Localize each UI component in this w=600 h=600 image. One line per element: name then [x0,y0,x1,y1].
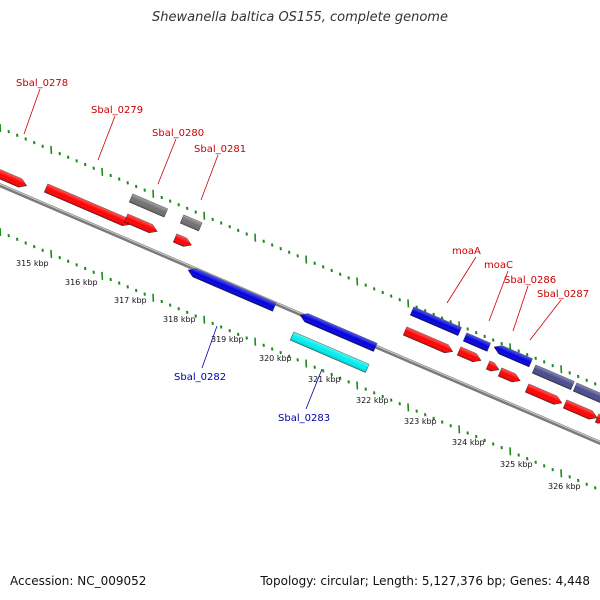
callout-line [200,154,219,201]
kbp-label: 323 kbp [404,417,437,426]
lower-tick-track [0,227,597,490]
gene-label: Sbal_0279 [91,105,143,116]
gene-arrow [524,383,563,405]
kbp-label: 321 kbp [308,375,341,384]
callout-line [529,299,562,341]
genome-title: Shewanella baltica OS155, complete genom… [152,10,448,25]
gene-block [179,214,203,232]
kbp-label: 315 kbp [16,259,49,268]
gene-arrow [43,183,131,226]
callout-line [157,138,177,185]
callout-line [512,285,529,332]
gene-block [128,193,168,218]
callout-line [446,256,477,304]
gene-block [572,382,600,404]
callout-line [305,368,323,410]
gene-arrow [123,213,158,234]
kbp-label: 326 kbp [548,482,581,491]
callout-line [201,325,218,369]
gene-arrow [485,360,500,372]
backbone-line [0,182,600,446]
gene-label: moaA [452,246,481,257]
gene-arrow [402,326,454,354]
callout-line [488,270,509,322]
gene-arrow [594,413,600,424]
gene-label: Sbal_0282 [174,372,226,383]
gene-label: Sbal_0280 [152,128,204,139]
gene-block [531,364,575,390]
kbp-label: 316 kbp [65,278,98,287]
kbp-label: 318 kbp [163,315,196,324]
gene-features [0,165,600,424]
gene-label: Sbal_0286 [504,275,556,286]
gene-label: moaC [484,260,513,271]
backbone-highlight [0,183,600,443]
kbp-label: 319 kbp [211,335,244,344]
gene-block [462,332,491,352]
gene-arrow [562,399,598,420]
gene-arrow [493,345,533,368]
kbp-label: 325 kbp [500,460,533,469]
gene-arrow [172,233,192,247]
genome-summary-text: Topology: circular; Length: 5,127,376 bp… [260,574,590,588]
kbp-label: 317 kbp [114,296,147,305]
callout-line [97,115,116,161]
gene-label: Sbal_0287 [537,289,589,300]
callout-line [23,88,41,135]
gene-arrow [456,346,482,363]
gene-label: Sbal_0278 [16,78,68,89]
accession-text: Accession: NC_009052 [10,574,147,588]
gene-block [289,331,370,373]
gene-arrow [299,313,378,352]
gene-arrow [187,268,277,312]
gene-arrow [0,165,28,188]
gene-block [409,306,462,336]
gene-label: Sbal_0281 [194,144,246,155]
gene-arrow [497,367,521,383]
kbp-label: 322 kbp [356,396,389,405]
kbp-label: 320 kbp [259,354,292,363]
kbp-label: 324 kbp [452,438,485,447]
upper-tick-track [0,123,597,386]
kbp-scale: 315 kbp 316 kbp 317 kbp 318 kbp 319 kbp 320 k… [16,259,581,491]
gene-label: Sbal_0283 [278,413,330,424]
genome-backbone [0,182,600,446]
gene-callouts: Sbal_0278 Sbal_0279 Sbal_0280 Sbal_0281 moaA… [16,78,589,424]
